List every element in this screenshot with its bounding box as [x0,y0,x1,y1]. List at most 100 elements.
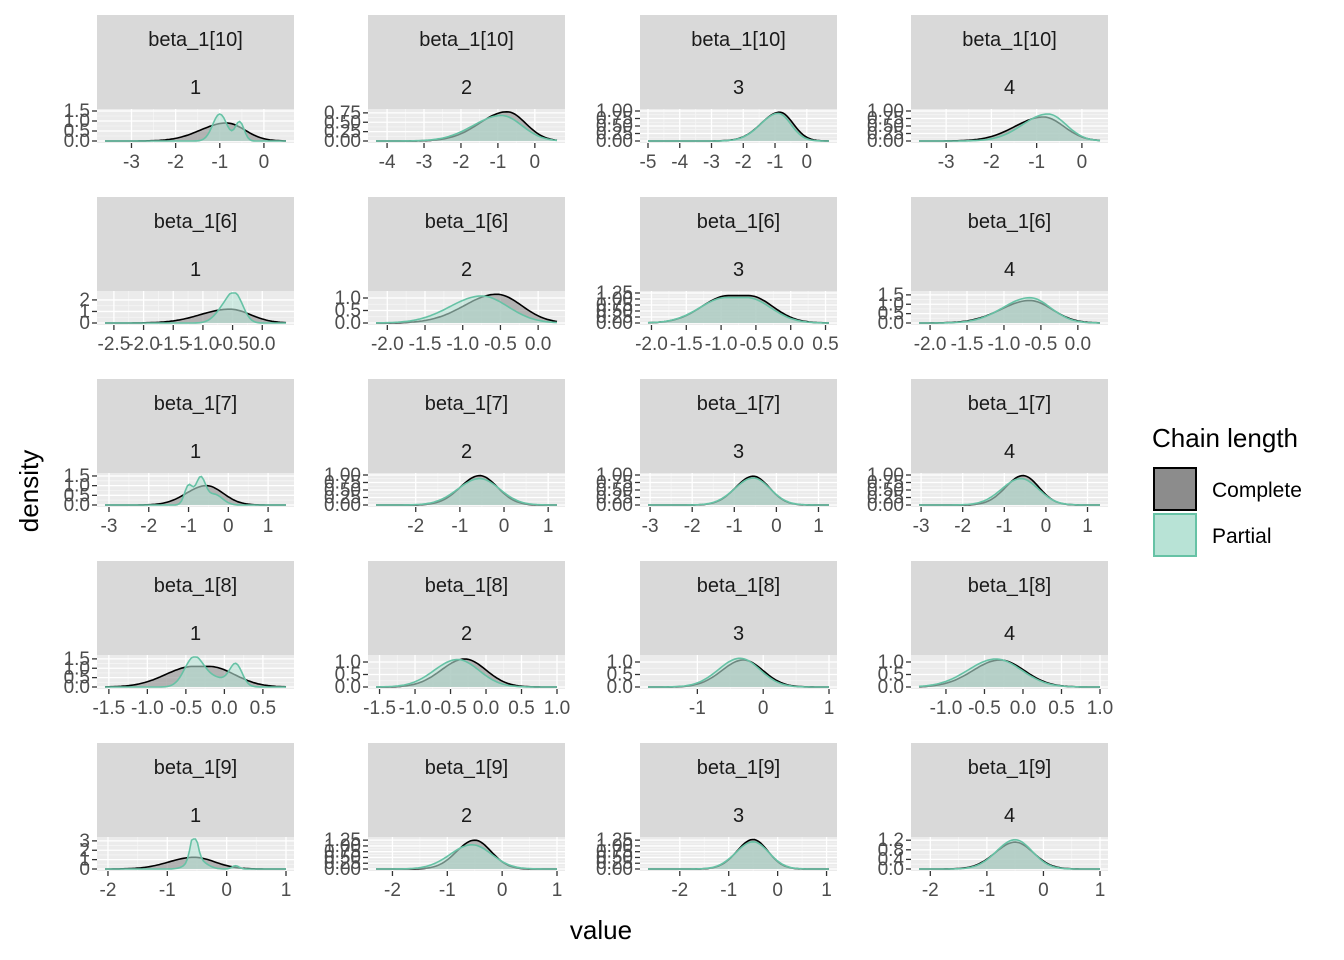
y-tick-label: 1.5 [64,649,90,670]
facet-panels: beta_1[10]10.00.51.01.5-3 -2 -1 0beta_1[10]… [64,15,1113,901]
x-tick-label: 0.0 [249,334,275,355]
x-tick-label: 0.0 [525,334,551,355]
strip-label-param: beta_1[9] [425,757,508,779]
x-tick-label: 1.0 [544,698,570,719]
x-tick-label: -2 [407,516,424,537]
legend-key-partial [1153,513,1197,557]
density-partial-line [105,475,286,506]
density-partial-area [105,839,286,869]
y-tick-label: 1.0 [64,658,90,679]
y-tick-label: 0.50 [596,480,633,501]
y-tick-label: 0.00 [596,131,633,152]
y-tick-label: 1.25 [324,830,361,851]
facet-strip [97,379,294,473]
facet-panel: beta_1[9] 4 0.00.40.81.2 -2 -1 0 1 [878,743,1108,901]
x-tick-label: -1.0 [399,698,432,719]
x-tick-label: -3 [703,152,720,173]
x-tick-label: -1.0 [131,698,164,719]
y-tick-label: 0.50 [867,480,904,501]
x-tick-label: -1.5 [951,334,984,355]
y-tick-label: 0.25 [596,307,633,328]
x-tick-label: -1 [489,152,506,173]
x-tick-label: -2 [735,152,752,173]
y-tick-label: 1.00 [596,289,633,310]
facet-strip [911,561,1108,655]
strip-label-chain: 3 [733,805,744,827]
density-partial-line [376,844,557,870]
density-partial-line [919,838,1100,870]
y-tick-label: 0 [79,313,90,334]
x-tick-label: -2 [453,152,470,173]
density-partial-line [105,656,286,688]
x-tick-label: 1 [552,880,563,901]
y-tick-label: 0.25 [324,853,361,874]
x-tick-label: 0.0 [778,334,804,355]
strip-label-param: beta_1[8] [697,575,780,597]
facet-panel: beta_1[10] 3 0.000.250.500.751.00 -5 -4 -3 -2-… [596,15,837,173]
legend-label-complete: Complete [1212,479,1302,502]
y-tick-label: 0.00 [867,131,904,152]
y-tick-label: 1.0 [607,652,633,673]
x-axis-title: value [570,915,632,945]
x-tick-label: -1.5 [363,698,396,719]
density-partial-area [919,839,1100,869]
y-tick-label: 0.4 [878,849,905,870]
y-tick-label: 1.2 [878,830,904,851]
y-tick-label: 0.25 [596,853,633,874]
y-tick-label: 0.75 [596,295,633,316]
facet-strip [640,379,837,473]
x-tick-label: 0.5 [250,698,276,719]
facet-panel: beta_1[10] 2 0.000.250.500.75 -4 -3 -2 -1 0 [324,15,565,173]
density-partial-line [376,114,558,142]
y-tick-label: 3 [79,831,90,852]
y-tick-label: 0.25 [324,488,361,509]
density-partial-line [648,477,829,506]
x-tick-label: 0 [221,880,232,901]
x-tick-label: 1 [821,880,832,901]
strip-label-param: beta_1[7] [154,393,237,415]
strip-label-chain: 3 [733,77,744,99]
x-tick-label: -3 [642,516,659,537]
density-partial-area [376,844,557,869]
y-tick-label: 1.5 [64,466,90,487]
y-tick-label: 0.75 [324,103,361,124]
density-partial-area [376,115,557,141]
y-tick-label: 0.00 [867,495,904,516]
x-tick-label: 0 [259,152,270,173]
density-partial-line [648,112,829,142]
strip-label-param: beta_1[7] [968,393,1051,415]
x-tick-label: 1.0 [1087,698,1113,719]
y-tick-label: 0.0 [335,677,361,698]
y-tick-label: 0.50 [324,847,361,868]
y-tick-label: 0.5 [878,665,904,686]
y-tick-label: 0.50 [867,116,904,137]
x-tick-label: -2.0 [371,334,404,355]
strip-label-chain: 1 [190,259,201,281]
x-tick-label: 0.0 [1010,698,1036,719]
y-tick-label: 2 [79,840,90,861]
density-partial-line [918,658,1100,688]
density-partial-line [376,477,557,506]
x-tick-label: 1 [813,516,824,537]
x-tick-label: -2 [671,880,688,901]
y-tick-label: 1.25 [596,283,633,304]
facet-strip [368,197,565,291]
x-tick-label: -0.5 [434,698,467,719]
y-tick-label: 0.25 [596,488,633,509]
y-tick-label: 0.5 [64,668,90,689]
strip-label-param: beta_1[6] [154,211,237,233]
x-tick-label: -2 [167,152,184,173]
strip-label-param: beta_1[6] [697,211,780,233]
x-tick-label: -4 [379,152,396,173]
facet-panel: beta_1[6]40.00.51.01.5-2.0 -1.5 -1.0 -0.5 0.… [878,197,1108,355]
density-partial-line [919,477,1100,506]
y-tick-label: 1.00 [596,101,633,122]
facet-strip [368,561,565,655]
y-tick-label: 0.00 [596,495,633,516]
strip-label-chain: 3 [733,623,744,645]
strip-label-chain: 4 [1004,623,1015,645]
y-tick-label: 2 [79,290,90,311]
x-tick-label: -1 [1028,152,1045,173]
facet-panel: beta_1[8] 3 0.00.51.0 -1 0 1 [607,561,837,719]
